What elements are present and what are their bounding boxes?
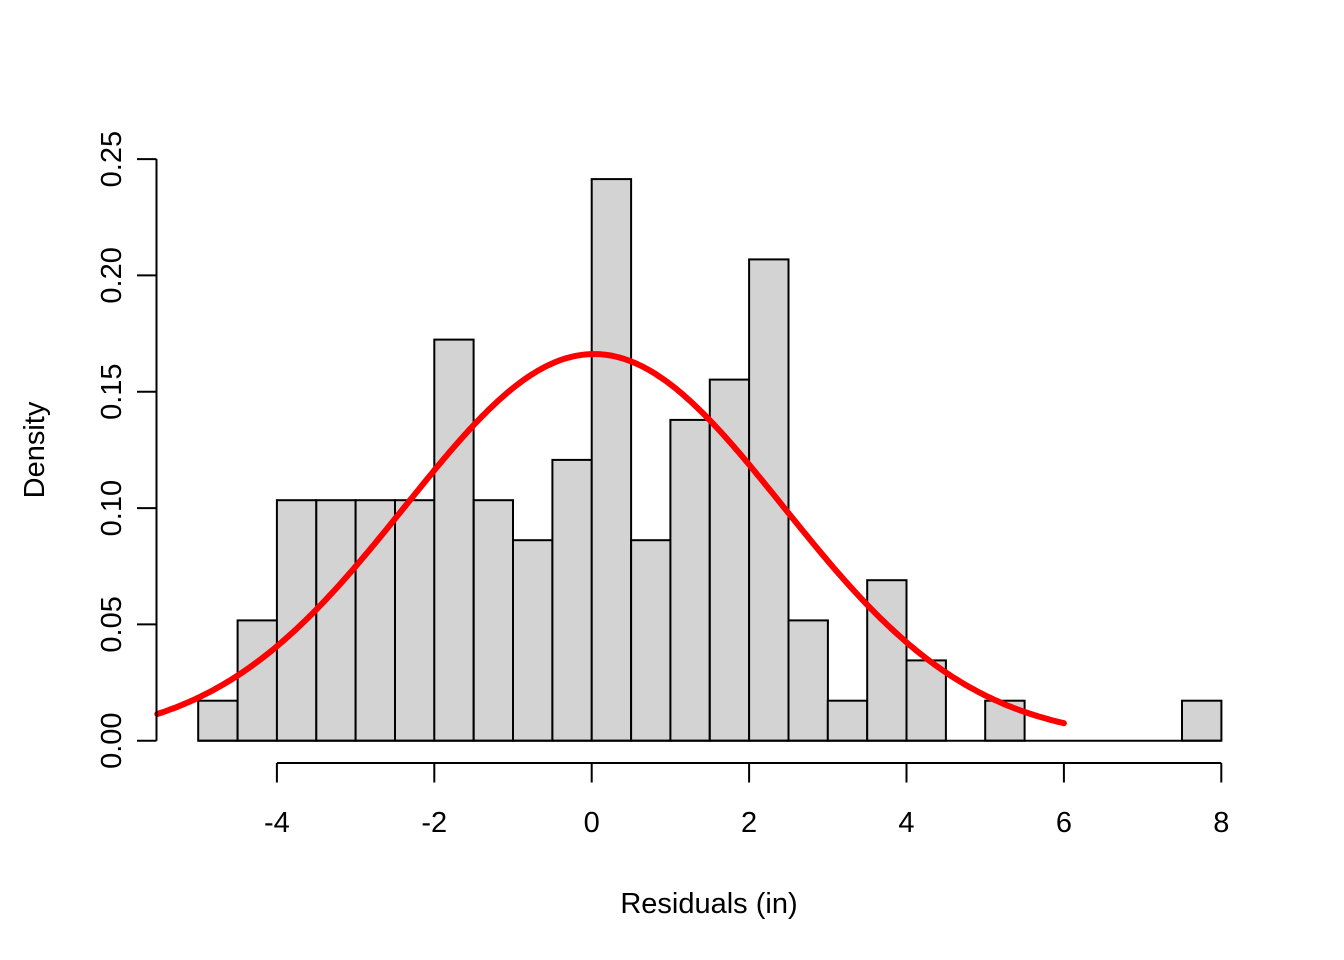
histogram-bar (394, 499, 436, 742)
x-axis-title: Residuals (in) (620, 888, 797, 920)
histogram-bar (787, 619, 829, 742)
histogram-bar (433, 338, 475, 742)
histogram-bar (275, 499, 318, 742)
histogram-bar (708, 378, 751, 742)
histogram-bar (197, 699, 239, 742)
histogram-bar (1181, 699, 1223, 742)
histogram-bar (905, 659, 947, 742)
x-tick-label: 0 (584, 807, 600, 839)
histogram-bar (354, 499, 397, 742)
histogram-bar (669, 418, 711, 742)
histogram-bar (315, 499, 357, 742)
x-tick-label: 2 (741, 807, 757, 839)
x-tick-label: -2 (421, 807, 447, 839)
y-tick-label: 0.15 (96, 363, 128, 419)
density-curve (154, 351, 1067, 727)
y-tick-label: 0.25 (96, 131, 128, 187)
histogram-bar (826, 699, 869, 742)
histogram-bars (197, 178, 1223, 742)
y-tick-label: 0.00 (96, 712, 128, 768)
y-ticks (137, 158, 157, 742)
histogram-bar (512, 539, 554, 742)
x-tick-label: -4 (264, 807, 290, 839)
y-axis-title: Density (19, 401, 51, 498)
y-tick-label: 0.20 (96, 247, 128, 303)
y-tick-label: 0.05 (96, 596, 128, 652)
y-axis: 0.00 0.05 0.10 0.15 0.20 0.25 (96, 131, 158, 769)
histogram-bar (551, 458, 593, 742)
histogram-bar (472, 499, 515, 742)
x-tick-labels: -4 -2 0 2 4 6 8 (264, 807, 1229, 839)
y-tick-label: 0.10 (96, 480, 128, 536)
histogram-bar (866, 579, 908, 742)
x-ticks (275, 763, 1223, 783)
y-tick-labels: 0.00 0.05 0.10 0.15 0.20 0.25 (96, 131, 128, 769)
x-tick-label: 8 (1213, 807, 1229, 839)
x-axis: -4 -2 0 2 4 6 8 (264, 762, 1229, 839)
x-tick-label: 6 (1056, 807, 1072, 839)
histogram-bar (590, 178, 633, 742)
histogram-bar (748, 258, 790, 742)
x-tick-label: 4 (898, 807, 914, 839)
histogram-bar (236, 619, 279, 742)
histogram-bar (630, 539, 672, 742)
